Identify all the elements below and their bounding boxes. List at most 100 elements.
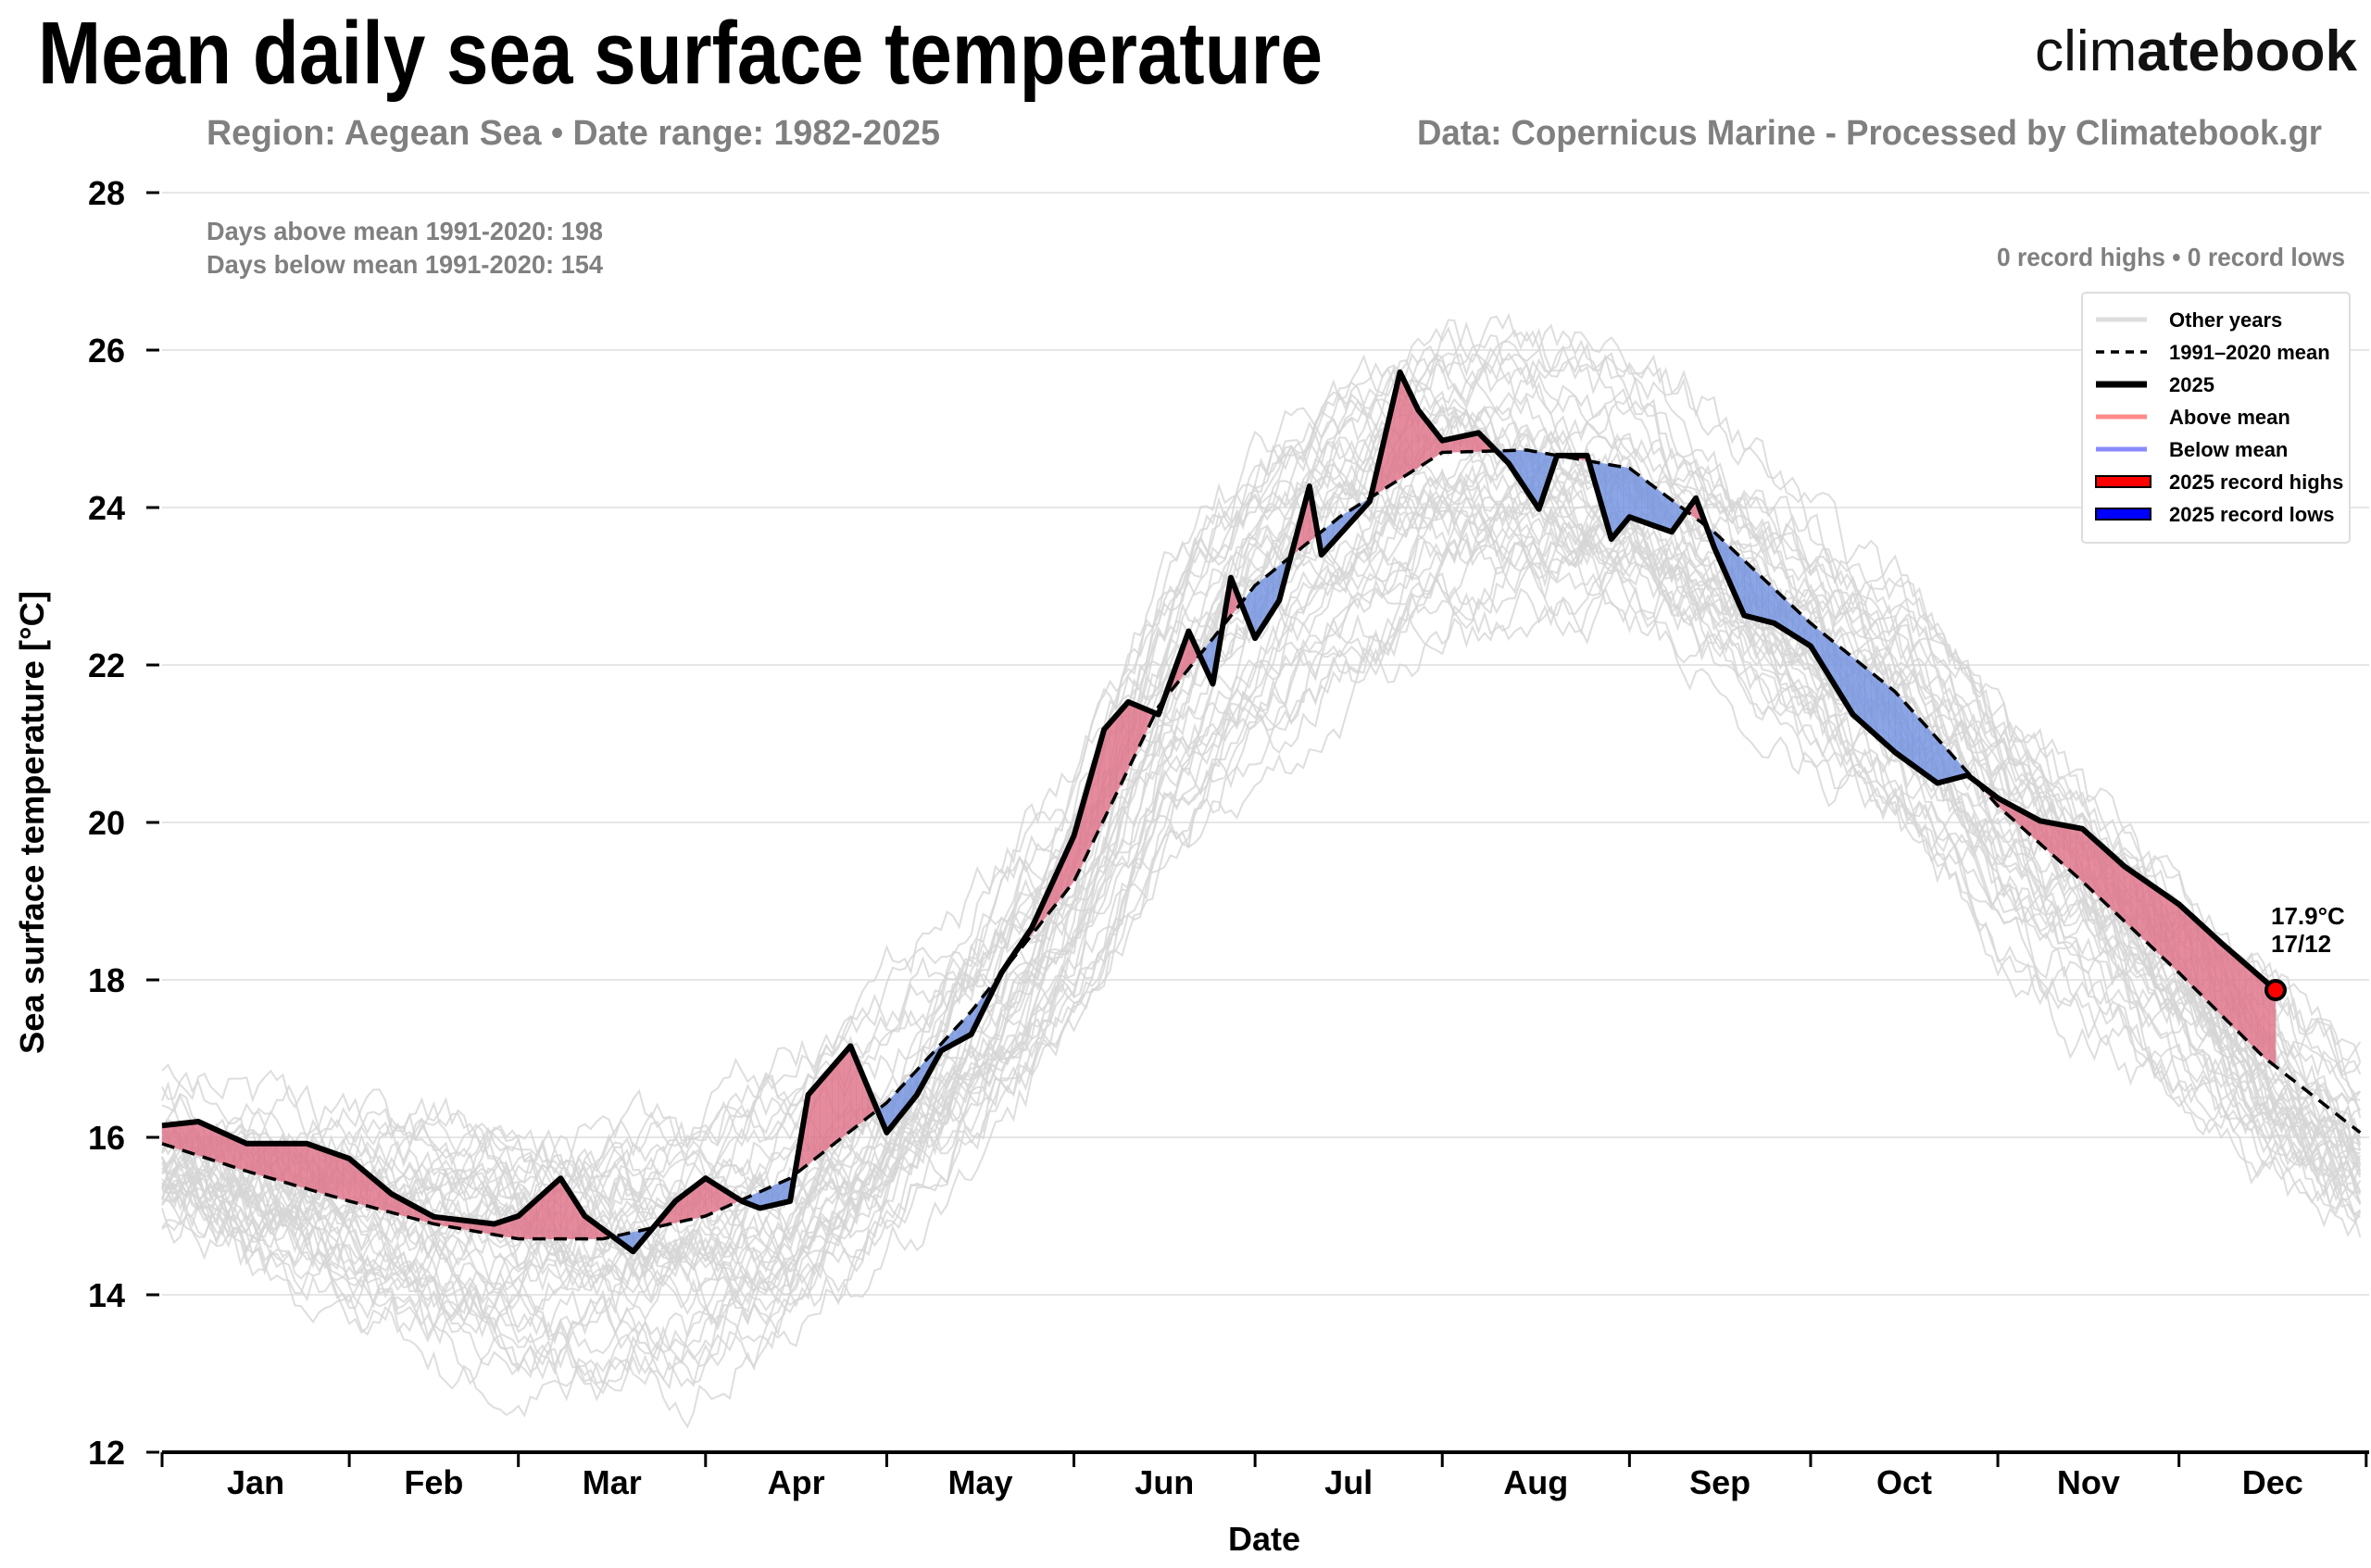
mean-line [161, 448, 2362, 1241]
above-mean-fill [2190, 914, 2198, 992]
above-mean-fill [307, 1143, 314, 1191]
below-mean-fill [1901, 697, 1908, 762]
legend-label: 2025 [2169, 373, 2214, 396]
above-mean-fill [258, 1143, 266, 1177]
above-mean-fill [185, 1122, 193, 1154]
below-mean-fill [1937, 737, 1944, 784]
above-mean-fill [2209, 931, 2216, 1010]
legend-label: 2025 record highs [2169, 470, 2343, 494]
above-mean-fill [2227, 947, 2234, 1028]
below-mean-fill [1756, 571, 1763, 621]
below-mean-fill [1768, 583, 1775, 624]
other-year-line [161, 539, 2362, 1323]
y-tick-label: 14 [88, 1276, 125, 1314]
x-tick-label: Feb [404, 1463, 463, 1501]
above-mean-fill [2088, 834, 2095, 894]
above-mean-fill [282, 1143, 290, 1185]
above-mean-fill [2064, 824, 2071, 872]
other-year-line [161, 544, 2362, 1395]
below-mean-fill [1864, 666, 1872, 732]
x-tick-label: Aug [1503, 1463, 1568, 1501]
above-mean-fill [276, 1143, 283, 1183]
x-tick-label: Jan [227, 1463, 284, 1501]
below-mean-fill [1925, 724, 1932, 780]
below-mean-fill [1888, 686, 1896, 753]
above-mean-fill [2257, 973, 2264, 1058]
above-mean-fill [312, 1145, 320, 1193]
latest-value-marker [2264, 979, 2287, 1002]
below-mean-fill [1882, 681, 1889, 748]
x-tick-label: Sep [1689, 1463, 1750, 1501]
x-tick-label: Jun [1135, 1463, 1194, 1501]
below-mean-fill [1876, 676, 1884, 743]
legend-label: 2025 record lows [2169, 503, 2335, 526]
other-year-line [161, 410, 2361, 1271]
above-mean-fill [2239, 958, 2246, 1040]
below-mean-fill [1635, 471, 1642, 522]
legend: Other years 1991–2020 mean 2025 Above mean B… [2081, 292, 2351, 544]
record-counts-text: 0 record highs • 0 record lows [1997, 243, 2345, 271]
above-mean-fill [2118, 860, 2126, 922]
above-mean-fill [324, 1149, 332, 1197]
below-mean-fill [1629, 467, 1637, 520]
other-year-line [161, 482, 2362, 1320]
above-mean-fill [2106, 849, 2114, 911]
other-year-line [161, 432, 2362, 1299]
above-mean-fill [2172, 899, 2179, 973]
x-tick-label: Jul [1324, 1463, 1373, 1501]
logo-light: clim [2035, 19, 2137, 83]
above-mean-fill [554, 1177, 561, 1239]
above-mean-fill [336, 1153, 344, 1200]
above-mean-fill [2166, 895, 2174, 968]
above-mean-fill [832, 1059, 839, 1147]
days-below-text: Days below mean 1991-2020: 154 [207, 250, 603, 279]
above-mean-fill [2094, 838, 2101, 899]
y-tick-label: 12 [88, 1434, 125, 1472]
above-mean-fill [252, 1143, 259, 1175]
x-tick-label: Mar [583, 1463, 642, 1501]
above-mean-fill [264, 1143, 271, 1179]
other-year-line [161, 426, 2362, 1270]
other-year-line [161, 429, 2362, 1316]
axes: 12 14 16 18 20 22 24 26 28 Jan Feb Mar Apr May Jun Jul A… [88, 174, 2369, 1501]
above-mean-fill [2124, 866, 2131, 928]
legend-swatch [2095, 508, 2151, 521]
y-tick-label: 26 [88, 332, 125, 370]
y-tick-label: 20 [88, 804, 125, 842]
below-mean-fill [1913, 710, 1920, 771]
other-year-line [161, 368, 2361, 1231]
above-mean-fill [1122, 701, 1129, 783]
above-mean-fill [837, 1052, 846, 1141]
y-tick-label: 22 [88, 646, 125, 684]
above-mean-fill [2214, 936, 2222, 1016]
legend-label: Other years [2169, 308, 2282, 332]
subtitle-right: Data: Copernicus Marine - Processed by C… [1417, 114, 2322, 153]
subtitle-left: Region: Aegean Sea • Date range: 1982-20… [207, 114, 940, 153]
x-tick-label: Oct [1876, 1463, 1932, 1501]
other-year-line [161, 503, 2362, 1346]
legend-swatch [2095, 475, 2151, 488]
y-axis-label: Sea surface temperature [°C] [13, 591, 51, 1054]
x-tick-label: May [947, 1463, 1012, 1501]
other-year-line [161, 390, 2361, 1242]
other-year-line [161, 345, 2362, 1257]
other-year-line [161, 333, 2362, 1219]
other-year-line [161, 515, 2361, 1418]
above-mean-fill [288, 1143, 295, 1186]
svg-text:climatebook: climatebook [2035, 19, 2357, 83]
above-mean-fill [2251, 968, 2258, 1052]
above-mean-fill [820, 1073, 827, 1156]
climatebook-logo: climatebook [2035, 19, 2357, 83]
y-tick-label: 24 [88, 489, 125, 527]
above-mean-fill [2112, 855, 2119, 917]
other-year-line [161, 496, 2361, 1364]
above-mean-fill [2245, 963, 2252, 1046]
below-mean-fill [1641, 476, 1649, 524]
above-mean-fill [246, 1143, 254, 1173]
other-year-line [161, 528, 2361, 1401]
above-mean-fill [343, 1156, 350, 1202]
line-2025 [161, 369, 2277, 1255]
above-mean-fill [2160, 891, 2167, 962]
other-year-line [161, 399, 2362, 1239]
days-above-text: Days above mean 1991-2020: 198 [207, 217, 603, 245]
